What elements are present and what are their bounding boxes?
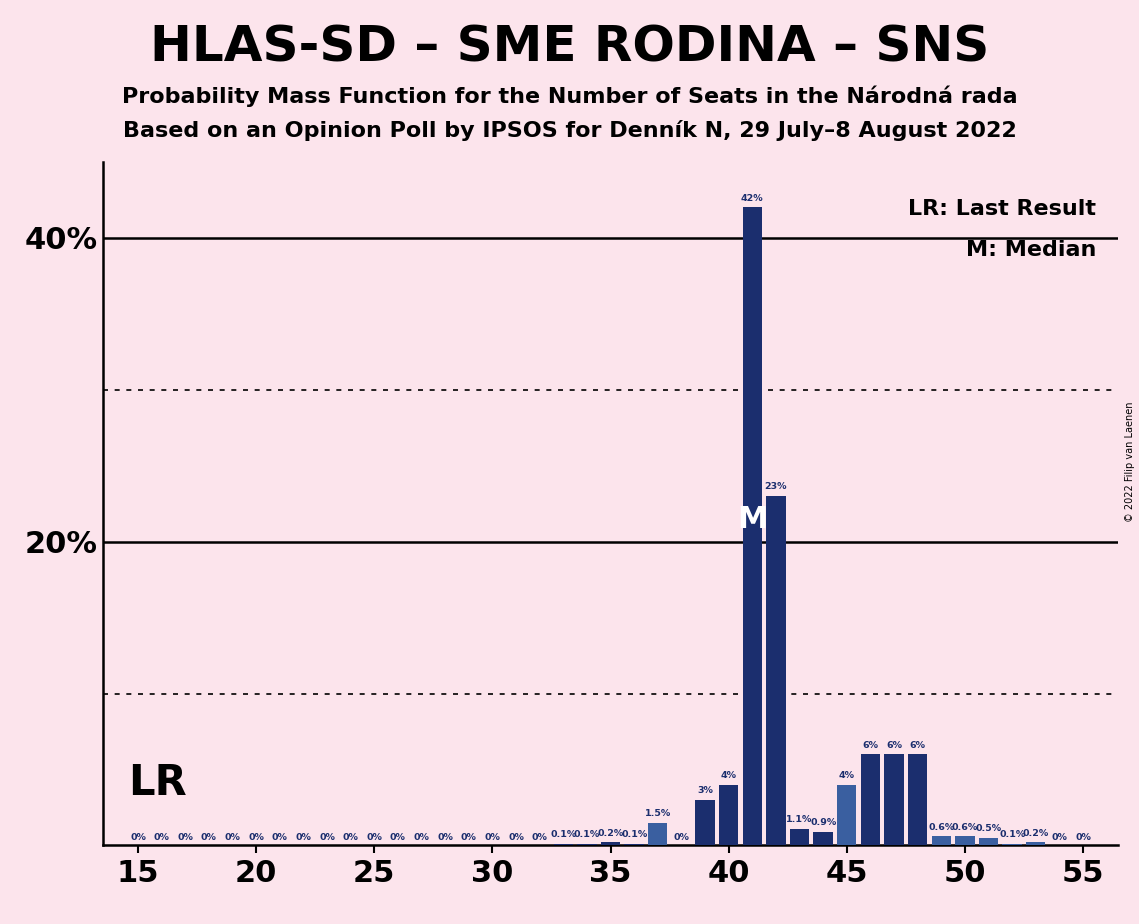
Text: 0.5%: 0.5% bbox=[975, 824, 1001, 833]
Text: Based on an Opinion Poll by IPSOS for Denník N, 29 July–8 August 2022: Based on an Opinion Poll by IPSOS for De… bbox=[123, 120, 1016, 141]
Text: 0.1%: 0.1% bbox=[550, 831, 576, 839]
Text: 1.5%: 1.5% bbox=[645, 809, 671, 818]
Text: 0%: 0% bbox=[484, 833, 500, 842]
Text: 0%: 0% bbox=[319, 833, 335, 842]
Bar bbox=[1026, 843, 1046, 845]
Text: 0%: 0% bbox=[532, 833, 548, 842]
Bar bbox=[978, 838, 998, 845]
Bar bbox=[813, 832, 833, 845]
Text: 0%: 0% bbox=[367, 833, 383, 842]
Text: 0.2%: 0.2% bbox=[1023, 829, 1049, 838]
Bar bbox=[837, 784, 857, 845]
Text: 0%: 0% bbox=[343, 833, 359, 842]
Bar bbox=[648, 822, 667, 845]
Bar bbox=[600, 843, 621, 845]
Text: 0%: 0% bbox=[390, 833, 405, 842]
Text: 4%: 4% bbox=[721, 772, 737, 780]
Text: 0%: 0% bbox=[272, 833, 288, 842]
Text: 0%: 0% bbox=[437, 833, 453, 842]
Text: M: M bbox=[737, 505, 768, 534]
Text: 0.1%: 0.1% bbox=[999, 831, 1025, 839]
Text: 0.1%: 0.1% bbox=[574, 831, 600, 839]
Text: © 2022 Filip van Laenen: © 2022 Filip van Laenen bbox=[1125, 402, 1134, 522]
Text: LR: Last Result: LR: Last Result bbox=[908, 200, 1096, 219]
Text: 0%: 0% bbox=[154, 833, 170, 842]
Text: 42%: 42% bbox=[741, 194, 763, 202]
Bar bbox=[884, 754, 903, 845]
Bar bbox=[767, 496, 786, 845]
Text: 1.1%: 1.1% bbox=[786, 815, 813, 824]
Bar bbox=[932, 836, 951, 845]
Text: M: Median: M: Median bbox=[966, 240, 1096, 261]
Text: 0%: 0% bbox=[1075, 833, 1091, 842]
Text: 6%: 6% bbox=[862, 741, 878, 749]
Text: 0.2%: 0.2% bbox=[597, 829, 624, 838]
Bar bbox=[789, 829, 809, 845]
Text: 3%: 3% bbox=[697, 786, 713, 796]
Text: 0%: 0% bbox=[248, 833, 264, 842]
Text: 0%: 0% bbox=[508, 833, 524, 842]
Text: 0%: 0% bbox=[130, 833, 146, 842]
Text: 4%: 4% bbox=[838, 772, 854, 780]
Bar bbox=[624, 844, 644, 845]
Bar bbox=[577, 844, 597, 845]
Bar bbox=[861, 754, 880, 845]
Text: 0%: 0% bbox=[295, 833, 311, 842]
Bar bbox=[1002, 844, 1022, 845]
Text: 0%: 0% bbox=[200, 833, 216, 842]
Text: 6%: 6% bbox=[886, 741, 902, 749]
Text: 0.6%: 0.6% bbox=[928, 822, 954, 832]
Text: 0%: 0% bbox=[1051, 833, 1067, 842]
Bar bbox=[743, 207, 762, 845]
Text: 0.6%: 0.6% bbox=[952, 822, 978, 832]
Text: Probability Mass Function for the Number of Seats in the Národná rada: Probability Mass Function for the Number… bbox=[122, 86, 1017, 107]
Bar bbox=[719, 784, 738, 845]
Text: 0%: 0% bbox=[178, 833, 194, 842]
Text: HLAS-SD – SME RODINA – SNS: HLAS-SD – SME RODINA – SNS bbox=[150, 23, 989, 71]
Bar bbox=[956, 836, 975, 845]
Text: 23%: 23% bbox=[764, 482, 787, 492]
Bar bbox=[908, 754, 927, 845]
Bar bbox=[695, 800, 714, 845]
Text: LR: LR bbox=[128, 762, 187, 805]
Text: 0.9%: 0.9% bbox=[810, 819, 836, 827]
Text: 0%: 0% bbox=[413, 833, 429, 842]
Text: 0%: 0% bbox=[673, 833, 689, 842]
Text: 0%: 0% bbox=[461, 833, 477, 842]
Text: 6%: 6% bbox=[910, 741, 926, 749]
Text: 0.1%: 0.1% bbox=[621, 831, 647, 839]
Text: 0%: 0% bbox=[224, 833, 240, 842]
Bar bbox=[554, 844, 573, 845]
